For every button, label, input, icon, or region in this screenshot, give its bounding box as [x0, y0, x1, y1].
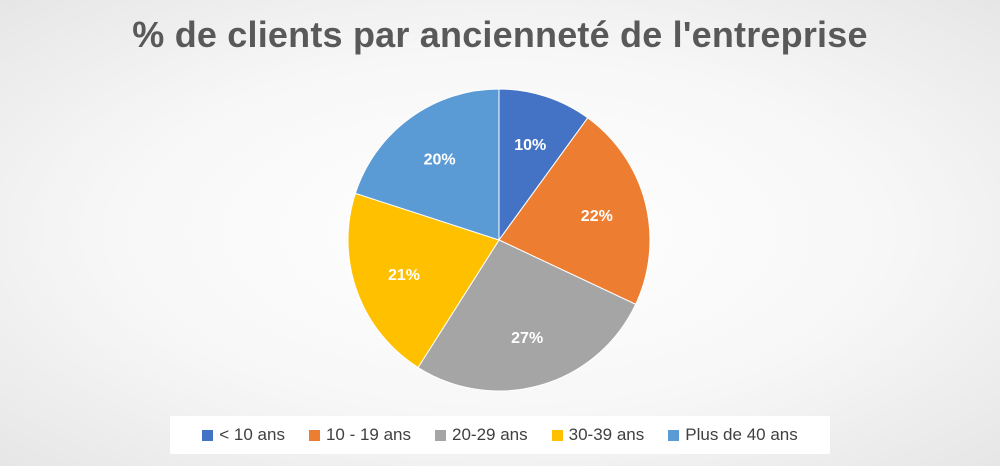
chart-legend: < 10 ans 10 - 19 ans 20-29 ans 30-39 ans…	[170, 416, 830, 454]
legend-label: < 10 ans	[219, 425, 285, 444]
legend-item-10-19: 10 - 19 ans	[308, 425, 412, 445]
legend-label: 10 - 19 ans	[325, 425, 412, 444]
legend-swatch	[551, 429, 563, 441]
legend-swatch	[308, 429, 320, 441]
pie-slice-20-29	[417, 239, 637, 392]
legend-item-30-39: 30-39 ans	[551, 425, 645, 445]
slice-label-10-19: 22%	[581, 208, 613, 225]
legend-label: Plus de 40 ans	[685, 425, 798, 444]
legend-swatch	[202, 429, 214, 441]
slice-label-30-39: 21%	[388, 267, 420, 284]
pie-slice-30-39	[347, 192, 500, 369]
chart-title: % de clients par ancienneté de l'entrepr…	[132, 14, 868, 55]
legend-item-20-29: 20-29 ans	[435, 425, 528, 445]
legend-swatch	[668, 429, 680, 441]
legend-swatch	[435, 429, 447, 441]
slice-label-lt-10: 10%	[514, 137, 546, 154]
legend-label: 20-29 ans	[452, 425, 528, 444]
slice-label-40-plus: 20%	[424, 151, 456, 168]
pie-slice-lt-10	[498, 88, 589, 242]
legend-label: 30-39 ans	[568, 425, 645, 444]
legend-item-lt-10: < 10 ans	[202, 425, 285, 445]
legend-item-40-plus: Plus de 40 ans	[668, 425, 798, 445]
slice-label-20-29: 27%	[511, 330, 543, 347]
pie-slice-40-plus	[354, 88, 500, 241]
